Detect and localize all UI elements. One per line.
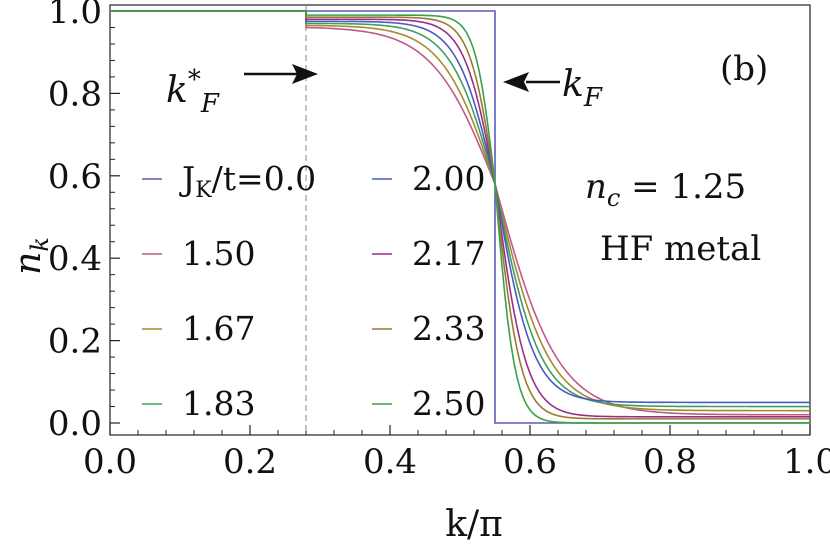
y-axis-label: nk (8, 237, 54, 275)
y-tick-label: 0.0 (48, 404, 102, 444)
nc-value: = 1.25 (620, 167, 746, 207)
plot-frame (109, 4, 811, 436)
x-tick-label: 1.0 (783, 442, 830, 482)
nc-n: n (585, 167, 607, 207)
legend-label-0: JK/t=0.0 (179, 159, 316, 203)
kf-star-sup: * (188, 65, 201, 95)
x-tick-label: 0.2 (223, 442, 277, 482)
series-line-7 (110, 10, 810, 424)
legend-label-7: 2.50 (412, 384, 485, 423)
x-tick-label: 0.0 (83, 442, 137, 482)
legend-label-1: 1.50 (182, 234, 255, 273)
panel-label: (b) (720, 49, 768, 89)
y-tick-label: 1.0 (48, 0, 102, 32)
legend-label-3: 1.83 (182, 384, 255, 423)
kf-star-label: k*F (166, 65, 220, 119)
kf-label: kF (562, 64, 603, 113)
y-ticks: 0.0 0.2 0.4 0.6 0.8 1.0 (48, 0, 120, 444)
kf-star-arrow (244, 64, 318, 84)
kf-star-sub: F (200, 89, 220, 119)
legend: JK/t=0.0 1.50 1.67 1.83 2.00 2.17 2.33 2.50 (142, 159, 485, 423)
series-line-1 (110, 10, 810, 416)
phase-label: HF metal (600, 229, 761, 269)
nc-label: nc = 1.25 (585, 167, 746, 212)
y-tick-label: 0.4 (48, 239, 102, 279)
kf-star-k: k (166, 70, 188, 111)
x-axis-label: k/π (445, 504, 503, 545)
y-tick-label: 0.6 (48, 157, 102, 197)
series-line-5 (110, 10, 810, 418)
y-tick-label: 0.2 (48, 322, 102, 362)
legend-label-2: 1.67 (182, 309, 255, 348)
series-line-4 (110, 10, 810, 404)
series-line-6 (110, 10, 810, 420)
legend-label-5: 2.17 (412, 234, 485, 273)
legend-label-6: 2.33 (412, 309, 485, 348)
x-tick-label: 0.4 (363, 442, 417, 482)
x-tick-label: 0.6 (503, 442, 557, 482)
kf-sub: F (583, 83, 603, 113)
series-group (110, 10, 810, 424)
y-tick-label: 0.8 (48, 74, 102, 114)
svg-text:nk: nk (8, 237, 54, 275)
kf-arrow (503, 72, 560, 92)
series-line-2 (110, 10, 810, 412)
y-axis-label-main: n (8, 252, 49, 275)
kf-k: k (562, 64, 584, 105)
nc-sub: c (607, 184, 620, 212)
series-line-0 (110, 10, 810, 424)
x-ticks: 0.0 0.2 0.4 0.6 0.8 1.0 (83, 425, 830, 482)
series-line-3 (110, 10, 810, 408)
x-tick-label: 0.8 (643, 442, 697, 482)
legend-label-4: 2.00 (412, 159, 485, 198)
y-axis-label-sub: k (26, 237, 54, 252)
